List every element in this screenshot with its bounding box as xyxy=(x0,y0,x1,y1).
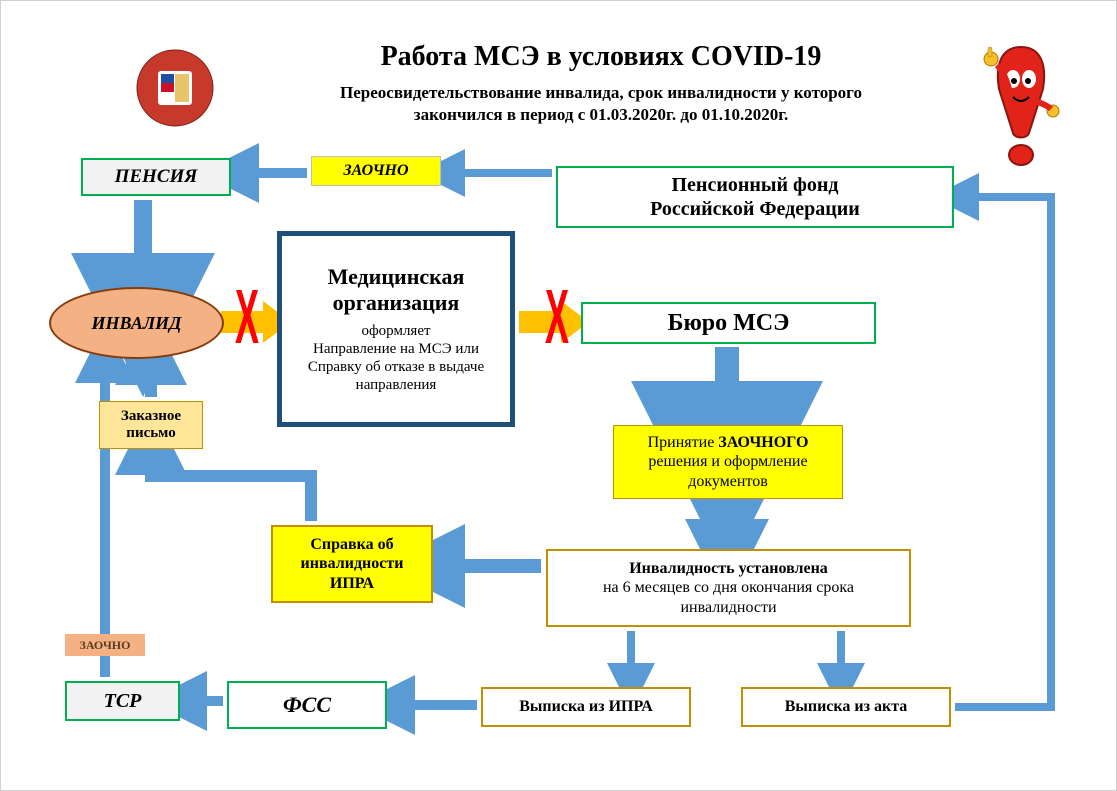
node-pfr-line1: Пенсионный фонд xyxy=(671,173,838,197)
node-invalid-label: ИНВАЛИД xyxy=(92,313,182,334)
node-pfr-line2: Российской Федерации xyxy=(650,197,860,221)
node-invalidnost-strong: Инвалидность установлена xyxy=(629,559,828,578)
node-spravka: Справка об инвалидности ИПРА xyxy=(271,525,433,603)
node-tsr-label: ТСР xyxy=(104,690,142,713)
node-zaochno-left-label: ЗАОЧНО xyxy=(80,638,131,653)
node-buro: Бюро МСЭ xyxy=(581,302,876,344)
node-vypiska-akta-label: Выписка из акта xyxy=(785,698,908,716)
node-zakaznoe: Заказное письмо xyxy=(99,401,203,449)
node-decision-l3: документов xyxy=(688,472,768,491)
node-zakaznoe-l2: письмо xyxy=(126,425,175,442)
red-x-left-icon: X xyxy=(235,281,259,358)
node-tsr: ТСР xyxy=(65,681,180,721)
node-spravka-l2: инвалидности xyxy=(301,554,404,573)
node-pension: ПЕНСИЯ xyxy=(81,158,231,196)
node-med-title2: организация xyxy=(333,290,460,316)
node-zaochno-left: ЗАОЧНО xyxy=(65,634,145,656)
node-pension-label: ПЕНСИЯ xyxy=(115,166,198,188)
node-zakaznoe-l1: Заказное xyxy=(121,408,181,425)
node-zaochno-label: ЗАОЧНО xyxy=(343,162,408,180)
node-med-title1: Медицинская xyxy=(328,264,465,290)
node-invalid: ИНВАЛИД xyxy=(49,287,224,359)
red-x-right-icon: X xyxy=(545,281,569,358)
node-med-body1: оформляет xyxy=(361,322,430,340)
node-med-body2: Направление на МСЭ или xyxy=(313,340,479,358)
node-decision-l2: решения и оформление xyxy=(648,452,807,471)
node-spravka-l3: ИПРА xyxy=(330,574,374,593)
diagram-canvas: Работа МСЭ в условиях COVID-19 Переосвид… xyxy=(0,0,1117,791)
node-zaochno: ЗАОЧНО xyxy=(311,156,441,186)
node-med-body4: направления xyxy=(356,376,437,394)
node-pfr: Пенсионный фонд Российской Федерации xyxy=(556,166,954,228)
node-vypiska-ipra-label: Выписка из ИПРА xyxy=(519,698,653,716)
node-fss: ФСС xyxy=(227,681,387,729)
node-med-body3: Справку об отказе в выдаче xyxy=(308,358,484,376)
node-decision-strong: ЗАОЧНОГО xyxy=(718,434,808,451)
node-invalidnost-l2: на 6 месяцев со дня окончания срока xyxy=(603,578,854,597)
node-invalidnost-l3: инвалидности xyxy=(680,598,776,617)
node-buro-label: Бюро МСЭ xyxy=(668,310,790,337)
node-vypiska-ipra: Выписка из ИПРА xyxy=(481,687,691,727)
node-vypiska-akta: Выписка из акта xyxy=(741,687,951,727)
node-fss-label: ФСС xyxy=(283,692,331,718)
node-spravka-l1: Справка об xyxy=(310,535,393,554)
node-decision-pre: Принятие xyxy=(648,434,719,451)
connectors xyxy=(1,1,1117,791)
node-med-org: Медицинская организация оформляет Направ… xyxy=(277,231,515,427)
node-decision: Принятие ЗАОЧНОГО решения и оформление д… xyxy=(613,425,843,499)
node-invalidnost: Инвалидность установлена на 6 месяцев со… xyxy=(546,549,911,627)
